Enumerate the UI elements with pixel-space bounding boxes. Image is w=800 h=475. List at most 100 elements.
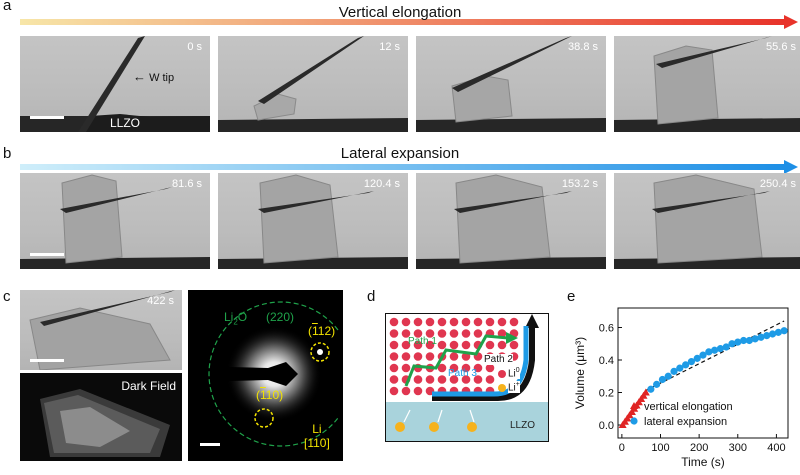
x-tick-label: 300 bbox=[729, 442, 747, 454]
li0-atom bbox=[497, 340, 507, 350]
li0-atom bbox=[449, 329, 459, 338]
li0-atom bbox=[485, 317, 495, 327]
frame-time: 12 s bbox=[379, 41, 400, 53]
li0-atom bbox=[401, 386, 411, 396]
data-point-lateral bbox=[658, 375, 667, 384]
li0-atom bbox=[389, 363, 399, 373]
scale-bar bbox=[30, 116, 64, 119]
data-point-lateral bbox=[739, 336, 748, 345]
frame-time: 55.6 s bbox=[766, 41, 796, 53]
li0-atom bbox=[413, 317, 423, 327]
li0-atom bbox=[485, 363, 495, 373]
li0-atom bbox=[401, 363, 411, 373]
li2o-label: Li2O bbox=[224, 310, 248, 327]
legend-label: vertical elongation bbox=[644, 401, 733, 413]
li0-atom bbox=[461, 329, 471, 338]
li0-atom bbox=[413, 329, 423, 338]
li0-atom bbox=[401, 352, 411, 361]
y-tick-label: 0.6 bbox=[599, 323, 614, 335]
li0-atom bbox=[425, 340, 435, 350]
data-point-lateral bbox=[716, 345, 724, 353]
schematic-diagram: Path 1 Path 3 Path 2 Li0 Li+ LLZO bbox=[385, 313, 549, 442]
data-point-lateral bbox=[751, 335, 759, 343]
li0-atom bbox=[389, 329, 399, 338]
y-tick-label: 0.0 bbox=[599, 420, 614, 432]
panel-d-label: d bbox=[367, 288, 376, 305]
data-point-vertical bbox=[641, 388, 650, 396]
data-point-lateral bbox=[693, 354, 701, 362]
data-point-lateral bbox=[728, 340, 736, 348]
li0-atom bbox=[389, 375, 399, 384]
li0-atom bbox=[497, 317, 507, 327]
data-point-lateral bbox=[710, 346, 719, 354]
x-tick-label: 400 bbox=[767, 442, 785, 454]
tem-frame: 120.4 s bbox=[218, 173, 408, 269]
zone-axis-label: Li [110] bbox=[304, 422, 330, 450]
li0-atom bbox=[425, 375, 435, 384]
fit-line bbox=[644, 320, 785, 392]
x-tick-label: 100 bbox=[651, 442, 669, 454]
data-point-lateral bbox=[780, 327, 788, 335]
li0-atom bbox=[401, 340, 411, 350]
w-tip-shape bbox=[78, 36, 145, 132]
li0-atom bbox=[437, 340, 447, 350]
spot-112 bbox=[310, 342, 330, 362]
llzo-label: LLZO bbox=[510, 420, 536, 431]
frame-time: 153.2 s bbox=[561, 178, 598, 190]
path1-label: Path 1 bbox=[408, 336, 437, 347]
li0-atom bbox=[389, 386, 399, 396]
li0-atom bbox=[485, 340, 495, 350]
tem-frame: 153.2 s bbox=[416, 173, 606, 269]
tem-frame: 12 s bbox=[218, 36, 408, 132]
li0-atom bbox=[413, 340, 423, 350]
tem-frame: 55.6 s bbox=[614, 36, 800, 132]
plot-frame bbox=[617, 307, 789, 439]
li0-atom bbox=[425, 329, 435, 338]
scale-bar bbox=[30, 359, 64, 362]
tem-frame-422: 422 s bbox=[20, 290, 182, 370]
spot-112-label: (112) bbox=[308, 324, 336, 338]
w-tip-label: ← W tip bbox=[133, 69, 175, 84]
tem-frame: 250.4 s bbox=[614, 173, 800, 269]
li0-atom bbox=[449, 352, 459, 361]
li0-atom bbox=[437, 317, 447, 327]
data-point-lateral bbox=[647, 385, 655, 393]
llzo-layer bbox=[386, 402, 548, 441]
li0-atom bbox=[401, 329, 411, 338]
data-point-lateral bbox=[676, 364, 684, 372]
path2-arrow bbox=[432, 324, 535, 401]
li0-atom bbox=[473, 363, 483, 373]
legend-marker bbox=[630, 417, 638, 425]
li0-atom bbox=[437, 329, 447, 338]
frame-time: 81.6 s bbox=[172, 178, 202, 190]
li0-atom bbox=[473, 329, 483, 338]
legend-li0: Li0 bbox=[508, 367, 520, 380]
li0-atom bbox=[473, 317, 483, 327]
data-point-lateral bbox=[745, 336, 753, 345]
spot-110 bbox=[254, 408, 274, 428]
li0-atom bbox=[461, 363, 471, 373]
li2o-ring bbox=[208, 301, 339, 447]
data-point-lateral bbox=[670, 367, 678, 375]
scale-bar bbox=[200, 443, 220, 446]
frame-time: 120.4 s bbox=[363, 178, 400, 190]
row-b-title: Lateral expansion bbox=[340, 145, 460, 162]
data-point-lateral bbox=[763, 332, 771, 340]
path3-label: Path 3 bbox=[448, 368, 477, 379]
beam-stop bbox=[188, 362, 298, 386]
diffraction-pattern: Li2O (220) (112) (110) Li [110] bbox=[188, 290, 343, 461]
li0-atom bbox=[389, 317, 399, 327]
data-point-lateral bbox=[653, 380, 661, 388]
frame-time: 38.8 s bbox=[568, 41, 598, 53]
tem-frame: 0 s ← W tip LLZO bbox=[20, 36, 210, 132]
li0-atom bbox=[449, 375, 459, 384]
legend-marker bbox=[630, 402, 638, 409]
data-point-lateral bbox=[682, 361, 690, 369]
data-point-lateral bbox=[705, 348, 713, 356]
scale-bar bbox=[30, 253, 64, 256]
frame-time: 422 s bbox=[147, 295, 174, 307]
li0-atom bbox=[461, 340, 471, 350]
panel-a-label: a bbox=[3, 0, 12, 14]
li0-atom bbox=[389, 352, 399, 361]
li0-atom bbox=[449, 317, 459, 327]
